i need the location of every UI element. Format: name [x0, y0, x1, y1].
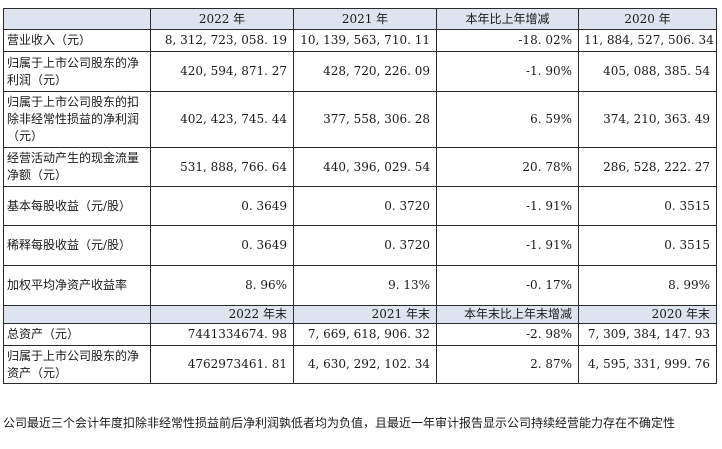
value-2022-end: 7441334674. 98 [150, 323, 294, 346]
header-cell-2020: 2020 年 [578, 8, 717, 30]
table-row: 归属于上市公司股东的净利润（元） 420, 594, 871. 27 428, … [3, 51, 717, 92]
value-2020-end: 4, 595, 331, 999. 76 [578, 345, 717, 384]
row-label: 归属于上市公司股东的扣除非经常性损益的净利润（元） [3, 91, 151, 148]
table-row: 归属于上市公司股东的扣除非经常性损益的净利润（元） 402, 423, 745.… [3, 91, 717, 148]
row-label: 营业收入（元） [3, 29, 151, 52]
table-row: 加权平均净资产收益率 8. 96% 9. 13% -0. 17% 8. 99% [3, 265, 717, 306]
value-2022: 420, 594, 871. 27 [150, 51, 294, 92]
table-row: 营业收入（元） 8, 312, 723, 058. 19 10, 139, 56… [3, 29, 717, 52]
row-label: 总资产（元） [3, 323, 151, 346]
value-2022: 8, 312, 723, 058. 19 [150, 29, 294, 52]
value-2021: 440, 396, 029. 54 [293, 147, 437, 187]
row-label: 加权平均净资产收益率 [3, 265, 151, 306]
table-row: 总资产（元） 7441334674. 98 7, 669, 618, 906. … [3, 323, 717, 346]
table-subheader-row: 2022 年末 2021 年末 本年末比上年末增减 2020 年末 [3, 305, 717, 324]
value-change: 6. 59% [436, 91, 579, 148]
table-header-row: 2022 年 2021 年 本年比上年增减 2020 年 [3, 8, 717, 30]
table-row: 经营活动产生的现金流量净额（元） 531, 888, 766. 64 440, … [3, 147, 717, 187]
value-2021: 9. 13% [293, 265, 437, 306]
footnote: 公司最近三个会计年度扣除非经常性损益前后净利润孰低者均为负值，且最近一年审计报告… [3, 416, 676, 430]
value-2020: 0. 3515 [578, 186, 717, 226]
value-2021: 10, 139, 563, 710. 11 [293, 29, 437, 52]
value-change: 20. 78% [436, 147, 579, 187]
value-2022: 402, 423, 745. 44 [150, 91, 294, 148]
table-row: 基本每股收益（元/股） 0. 3649 0. 3720 -1. 91% 0. 3… [3, 186, 717, 226]
value-change: -1. 91% [436, 225, 579, 266]
row-label: 基本每股收益（元/股） [3, 186, 151, 226]
value-change: 2. 87% [436, 345, 579, 384]
financial-summary-table: 2022 年 2021 年 本年比上年增减 2020 年 营业收入（元） 8, … [3, 8, 717, 384]
row-label: 经营活动产生的现金流量净额（元） [3, 147, 151, 187]
row-label: 归属于上市公司股东的净资产（元） [3, 345, 151, 384]
value-2020: 405, 088, 385. 54 [578, 51, 717, 92]
value-2021-end: 7, 669, 618, 906. 32 [293, 323, 437, 346]
subheader-cell-change: 本年末比上年末增减 [436, 305, 579, 324]
row-label: 稀释每股收益（元/股） [3, 225, 151, 266]
subheader-cell-blank [3, 305, 151, 324]
header-cell-2022: 2022 年 [150, 8, 294, 30]
value-2021: 0. 3720 [293, 225, 437, 266]
value-2021: 0. 3720 [293, 186, 437, 226]
value-2021: 377, 558, 306. 28 [293, 91, 437, 148]
subheader-cell-2022-end: 2022 年末 [150, 305, 294, 324]
value-2022: 531, 888, 766. 64 [150, 147, 294, 187]
value-change: -0. 17% [436, 265, 579, 306]
value-2021-end: 4, 630, 292, 102. 34 [293, 345, 437, 384]
value-2022-end: 4762973461. 81 [150, 345, 294, 384]
value-change: -18. 02% [436, 29, 579, 52]
value-change: -1. 91% [436, 186, 579, 226]
value-2020-end: 7, 309, 384, 147. 93 [578, 323, 717, 346]
value-2022: 8. 96% [150, 265, 294, 306]
header-cell-blank [3, 8, 151, 30]
subheader-cell-2020-end: 2020 年末 [578, 305, 717, 324]
value-2022: 0. 3649 [150, 225, 294, 266]
row-label: 归属于上市公司股东的净利润（元） [3, 51, 151, 92]
value-2020: 8. 99% [578, 265, 717, 306]
value-2020: 286, 528, 222. 27 [578, 147, 717, 187]
subheader-cell-2021-end: 2021 年末 [293, 305, 437, 324]
table-row: 稀释每股收益（元/股） 0. 3649 0. 3720 -1. 91% 0. 3… [3, 225, 717, 266]
value-2020: 0. 3515 [578, 225, 717, 266]
value-2021: 428, 720, 226. 09 [293, 51, 437, 92]
value-change: -1. 90% [436, 51, 579, 92]
table-row: 归属于上市公司股东的净资产（元） 4762973461. 81 4, 630, … [3, 345, 717, 384]
value-2020: 11, 884, 527, 506. 34 [578, 29, 717, 52]
value-2020: 374, 210, 363. 49 [578, 91, 717, 148]
value-change: -2. 98% [436, 323, 579, 346]
value-2022: 0. 3649 [150, 186, 294, 226]
header-cell-2021: 2021 年 [293, 8, 437, 30]
header-cell-change: 本年比上年增减 [436, 8, 579, 30]
